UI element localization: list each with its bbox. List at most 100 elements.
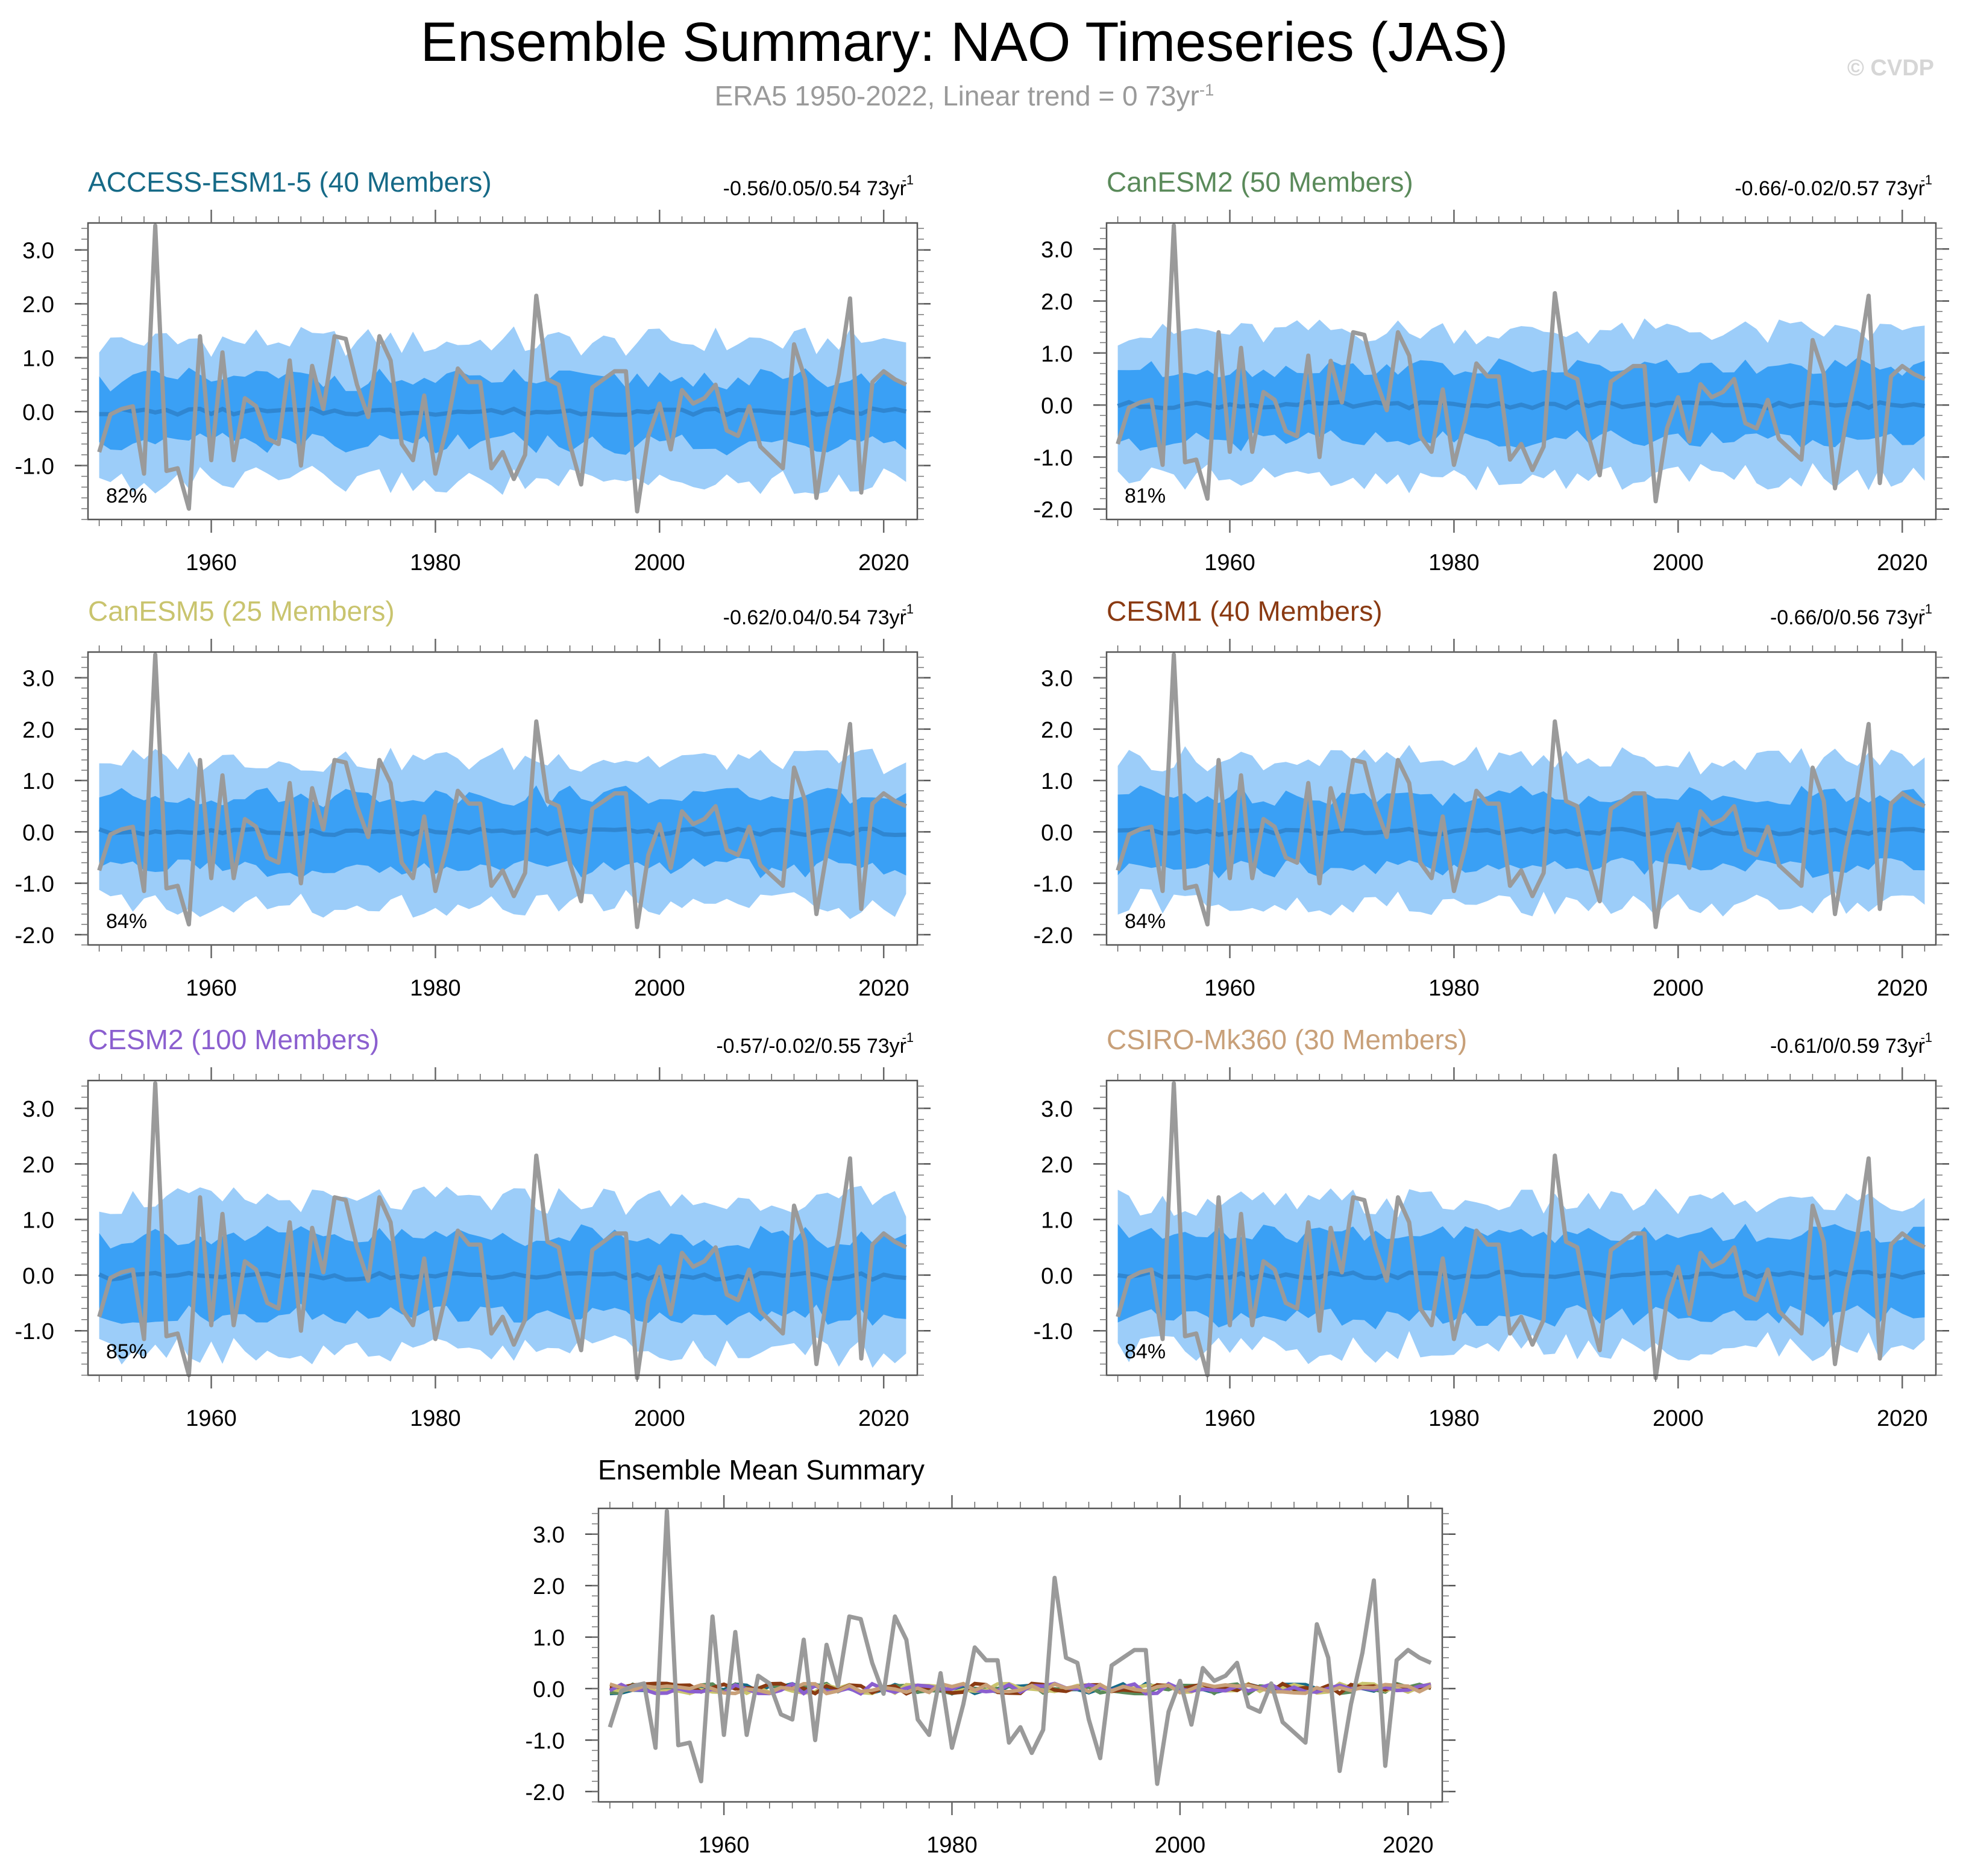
y-tick-label: -1.0: [15, 1319, 54, 1344]
trend-superscript: -1: [1920, 172, 1932, 187]
y-tick-label: 3.0: [22, 1097, 54, 1122]
x-tick-label: 1960: [699, 1833, 750, 1858]
y-tick-label: 1.0: [1041, 1208, 1073, 1234]
y-tick-label: 3.0: [22, 239, 54, 264]
observed-line: [1116, 652, 1926, 929]
x-tick-label: 2000: [1155, 1833, 1206, 1858]
trend-text: -0.66/0/0.56 73yr: [1770, 606, 1925, 629]
trend-superscript: -1: [902, 601, 914, 616]
panel-title: CanESM2 (50 Members): [1107, 166, 1413, 198]
x-tick-label: 2000: [1653, 550, 1704, 576]
trend-superscript: -1: [902, 1030, 914, 1045]
percent-label: 84%: [1125, 910, 1166, 933]
x-tick-label: 1960: [1204, 1406, 1255, 1431]
trend-text: -0.62/0.04/0.54 73yr: [723, 606, 906, 629]
x-tick-label: 1980: [410, 976, 461, 1001]
y-tick-label: 0.0: [533, 1677, 565, 1702]
y-tick-label: 0.0: [1041, 820, 1073, 845]
y-tick-label: 3.0: [1041, 1097, 1073, 1122]
trend-superscript: -1: [1920, 1030, 1932, 1045]
panel-3: -2.0 -1.0 0.0 1.0 2.0 3.0 1960 1980 2000 2020 CESM…: [1034, 595, 1949, 1001]
y-tick-label: -1.0: [1034, 872, 1073, 897]
figure-title: Ensemble Summary: NAO Timeseries (JAS): [420, 11, 1509, 73]
x-tick-label: 1980: [410, 1406, 461, 1431]
x-tick-label: 1960: [1204, 550, 1255, 576]
x-tick-label: 2000: [1653, 1406, 1704, 1431]
y-tick-label: 1.0: [1041, 342, 1073, 367]
y-tick-label: 3.0: [1041, 667, 1073, 692]
y-tick-label: -2.0: [1034, 498, 1073, 523]
observed-line: [1116, 223, 1926, 504]
observed-line: [608, 1508, 1432, 1786]
observed-line: [97, 1081, 907, 1381]
panel-title: CESM2 (100 Members): [88, 1024, 379, 1055]
percent-label: 84%: [1125, 1340, 1166, 1363]
x-tick-label: 2020: [1877, 976, 1928, 1001]
y-tick-label: 2.0: [22, 1152, 54, 1178]
y-tick-label: 2.0: [22, 292, 54, 318]
observed-line: [97, 652, 907, 929]
y-tick-label: 1.0: [22, 347, 54, 372]
trend-superscript: -1: [902, 172, 914, 187]
y-tick-label: 2.0: [1041, 718, 1073, 743]
inner-spread-band: [1117, 785, 1925, 879]
x-tick-label: 2020: [1877, 1406, 1928, 1431]
x-tick-label: 1960: [1204, 976, 1255, 1001]
model-mean-line-5: [609, 1681, 1432, 1696]
panel-0: -1.0 0.0 1.0 2.0 3.0 1960 1980 2000 2020 ACCESS-E…: [15, 166, 931, 576]
ensemble-mean-line: [98, 1270, 906, 1282]
x-tick-label: 2020: [1383, 1833, 1434, 1858]
y-tick-label: 3.0: [22, 667, 54, 692]
x-tick-label: 2000: [634, 976, 685, 1001]
panel-title: Ensemble Mean Summary: [598, 1454, 925, 1485]
y-tick-label: -1.0: [1034, 1319, 1073, 1344]
cvdp-watermark: © CVDP: [1847, 55, 1934, 81]
panel-1: -2.0 -1.0 0.0 1.0 2.0 3.0 1960 1980 2000 2020 CanE…: [1034, 166, 1949, 576]
figure-subtitle: ERA5 1950-2022, Linear trend = 0 73yr-1: [0, 80, 1929, 112]
trend-text: -0.57/-0.02/0.55 73yr: [716, 1035, 906, 1058]
percent-label: 85%: [106, 1340, 147, 1363]
x-tick-label: 1980: [410, 550, 461, 576]
y-tick-label: 3.0: [533, 1523, 565, 1548]
y-tick-label: 2.0: [1041, 289, 1073, 315]
x-tick-label: 1960: [186, 550, 237, 576]
trend-text: -0.61/0/0.59 73yr: [1770, 1035, 1925, 1058]
y-tick-label: -1.0: [15, 872, 54, 897]
y-tick-label: -1.0: [526, 1728, 565, 1754]
panel-6: -2.0 -1.0 0.0 1.0 2.0 3.0 1960 1980 2000 2020 Ense…: [526, 1454, 1456, 1858]
ensemble-mean-line: [98, 826, 906, 838]
panel-5: -1.0 0.0 1.0 2.0 3.0 1960 1980 2000 2020 CSIRO-Mk…: [1034, 1024, 1949, 1431]
y-tick-label: -1.0: [1034, 445, 1073, 471]
x-tick-label: 2000: [634, 1406, 685, 1431]
y-tick-label: 2.0: [1041, 1152, 1073, 1178]
percent-label: 81%: [1125, 485, 1166, 507]
x-tick-label: 1980: [926, 1833, 978, 1858]
panel-title: CanESM5 (25 Members): [88, 595, 395, 627]
ensemble-mean-line: [99, 406, 907, 418]
subtitle-superscript: -1: [1199, 80, 1214, 99]
x-tick-label: 1980: [1428, 976, 1480, 1001]
ensemble-mean-line: [1117, 1269, 1926, 1281]
observed-line: [1116, 1081, 1926, 1381]
y-tick-label: 1.0: [1041, 769, 1073, 794]
x-tick-label: 2000: [634, 550, 685, 576]
trend-superscript: -1: [1920, 601, 1932, 616]
ensemble-mean-line: [1117, 400, 1925, 411]
y-tick-label: 0.0: [22, 400, 54, 425]
y-tick-label: 0.0: [1041, 1264, 1073, 1289]
panel-title: CSIRO-Mk360 (30 Members): [1107, 1024, 1467, 1055]
x-tick-label: 1960: [186, 976, 237, 1001]
percent-label: 82%: [106, 485, 147, 507]
panel-title: CESM1 (40 Members): [1107, 595, 1383, 627]
y-tick-label: 0.0: [1041, 394, 1073, 419]
x-tick-label: 1980: [1428, 550, 1480, 576]
observed-line: [97, 224, 907, 514]
x-tick-label: 1960: [186, 1406, 237, 1431]
trend-text: -0.56/0.05/0.54 73yr: [723, 177, 906, 200]
y-tick-label: 3.0: [1041, 237, 1073, 263]
trend-text: -0.66/-0.02/0.57 73yr: [1735, 177, 1925, 200]
y-tick-label: -1.0: [15, 454, 54, 480]
y-tick-label: -2.0: [1034, 923, 1073, 949]
